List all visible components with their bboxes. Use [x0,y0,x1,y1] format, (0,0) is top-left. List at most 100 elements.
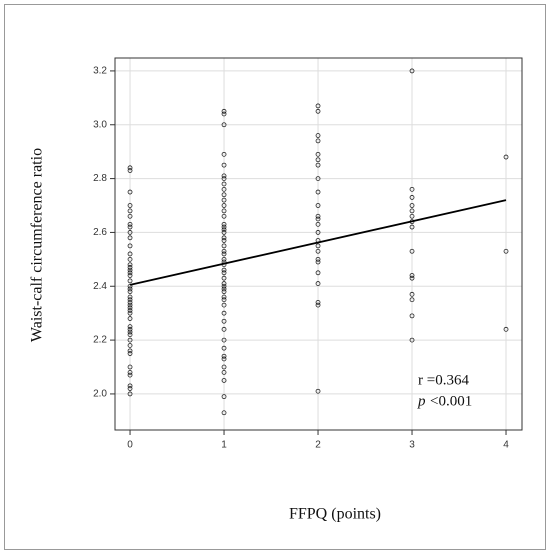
point [127,391,133,397]
point [221,364,227,370]
y-axis-label: Waist-calf circumference ratio [29,148,46,342]
point [315,203,321,208]
point [221,369,227,375]
point [221,345,227,351]
point [221,318,227,324]
point [221,235,227,241]
point [315,281,321,286]
point [315,270,321,276]
point [127,168,133,173]
annotation-r: r =0.364 [418,372,469,388]
point [221,208,227,214]
y-tick-label: 3.2 [93,66,107,77]
point [127,265,133,270]
point [315,221,321,227]
point [221,227,227,233]
point [221,192,227,198]
point [127,273,133,278]
point [221,173,227,179]
point [221,294,227,300]
point [221,283,227,289]
point [221,224,227,230]
point [127,224,133,230]
point [221,108,227,114]
y-tick-label: 2.4 [93,281,107,292]
point [503,248,509,254]
point [409,186,415,192]
point [315,256,321,262]
point [221,111,227,117]
point [221,251,227,257]
point [127,230,133,235]
point [409,313,415,319]
point [127,203,133,208]
point [221,310,227,316]
point [409,203,415,208]
point [315,162,321,168]
y-tick-label: 2.6 [93,227,107,238]
point [127,308,133,313]
point [127,343,133,348]
annotation-p-label: p [417,393,426,409]
x-tick-label: 0 [127,440,133,451]
x-axis-label: FFPQ (points) [289,506,381,523]
point [221,270,227,276]
point [221,176,227,181]
point [315,108,321,114]
point [127,383,133,389]
x-tick-label: 1 [221,440,227,451]
outer-frame [4,4,546,550]
point [315,151,321,157]
point [221,213,227,219]
point [127,267,133,273]
point [221,281,227,286]
point [127,316,133,321]
point [127,251,133,257]
point [409,273,415,278]
point [409,248,415,254]
point [127,348,133,354]
point [127,369,133,375]
point [221,302,227,308]
point [127,329,133,335]
point [127,289,133,295]
point [127,294,133,300]
x-tick-label: 3 [409,440,415,451]
point [127,235,133,241]
point [409,337,415,343]
point [221,238,227,243]
point [409,275,415,281]
point [221,203,227,208]
point [221,151,227,157]
point [315,189,321,195]
point [127,278,133,284]
point [221,230,227,235]
point [127,300,133,305]
y-tick-label: 2.0 [93,389,107,400]
point [315,103,321,109]
point [409,297,415,303]
point [127,270,133,276]
point [127,326,133,332]
point [221,186,227,192]
point [221,410,227,416]
point [127,208,133,214]
point [221,256,227,262]
point [221,162,227,168]
point [503,154,509,160]
point [127,332,133,338]
y-tick-label: 2.8 [93,173,107,184]
point [315,243,321,249]
point [127,364,133,370]
point [221,286,227,292]
point [221,378,227,383]
x-tick-label: 2 [315,440,321,451]
y-tick-label: 3.0 [93,119,107,130]
point [315,248,321,254]
point [221,353,227,359]
point [315,213,321,219]
point [315,216,321,222]
point [221,326,227,332]
point [221,267,227,273]
